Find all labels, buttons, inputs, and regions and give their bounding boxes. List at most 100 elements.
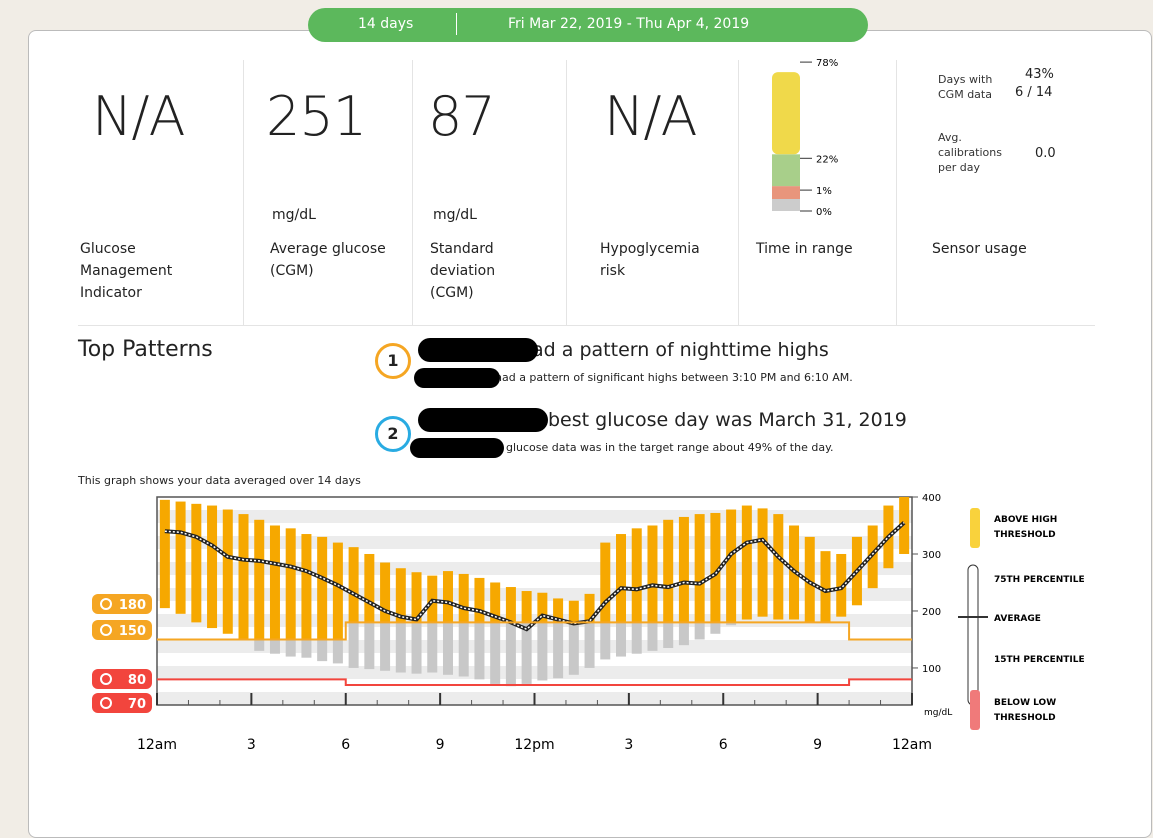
bar-below xyxy=(474,622,485,680)
bar-below xyxy=(332,639,343,664)
bar-above xyxy=(616,534,627,623)
stat-label: Standard deviation (CGM) xyxy=(430,241,496,301)
bar-above xyxy=(600,542,611,623)
bar-above xyxy=(804,536,815,623)
bar-below xyxy=(364,622,375,670)
bar-below xyxy=(427,622,438,673)
legend-below: BELOW LOW THRESHOLD xyxy=(994,698,1056,723)
bar-above xyxy=(442,571,453,623)
y-tick-label: 200 xyxy=(922,607,941,618)
redaction xyxy=(414,368,500,388)
bar-above xyxy=(474,577,485,623)
bar-above xyxy=(159,499,170,609)
bar-below xyxy=(600,622,611,660)
bar-below xyxy=(411,622,422,674)
legend-line: THRESHOLD xyxy=(994,713,1056,723)
stat-unit: mg/dL xyxy=(272,207,316,223)
period: 14 days xyxy=(358,16,414,32)
sensor-percent: 43% xyxy=(1025,67,1054,82)
bar-above xyxy=(820,551,831,623)
bar-above xyxy=(207,505,218,629)
date-range-pill: 14 days Fri Mar 22, 2019 - Thu Apr 4, 20… xyxy=(308,8,868,42)
tir-segment xyxy=(772,186,800,199)
bar-below xyxy=(710,622,721,634)
band xyxy=(157,536,912,549)
bar-above xyxy=(757,508,768,617)
redaction xyxy=(418,408,548,432)
tag-icon xyxy=(100,598,112,610)
bar-above xyxy=(364,553,375,623)
x-tick-label: 6 xyxy=(341,737,350,753)
bar-below xyxy=(568,622,579,675)
section-title: Top Patterns xyxy=(78,337,213,362)
bar-above xyxy=(710,512,721,623)
pattern-number: 2 xyxy=(375,416,411,452)
bar-above xyxy=(317,536,328,640)
bar-above xyxy=(348,547,359,623)
legend-15: 15TH PERCENTILE xyxy=(994,655,1085,665)
x-tick-label: 12am xyxy=(137,737,177,753)
threshold-value: 80 xyxy=(128,673,146,688)
tir-segment xyxy=(772,72,800,155)
pattern-detail: had a pattern of significant highs betwe… xyxy=(495,371,853,384)
stat-value: 251 xyxy=(266,85,367,148)
bar-below xyxy=(694,622,705,640)
bar-above xyxy=(254,519,265,640)
bar-above xyxy=(301,534,312,640)
bar-below xyxy=(317,639,328,662)
x-tick-label: 12am xyxy=(892,737,932,753)
x-tick-label: 9 xyxy=(813,737,822,753)
column-separator xyxy=(738,60,739,325)
stat-label: Time in range xyxy=(756,241,853,257)
bar-above xyxy=(568,600,579,623)
tag-icon xyxy=(100,697,112,709)
bar-above xyxy=(395,568,406,623)
bar-below xyxy=(663,622,674,649)
threshold-value: 150 xyxy=(119,624,146,639)
x-tick-label: 3 xyxy=(624,737,633,753)
tir-label: 78% xyxy=(816,58,838,69)
tir-segment xyxy=(772,199,800,211)
bar-below xyxy=(726,622,737,626)
bar-below xyxy=(458,622,469,677)
legend-line: BELOW LOW xyxy=(994,698,1056,708)
bar-above xyxy=(521,591,532,623)
bar-below xyxy=(285,639,296,657)
threshold-value: 180 xyxy=(119,598,146,613)
bar-above xyxy=(175,501,186,614)
tir-label: 22% xyxy=(816,154,838,165)
bar-below xyxy=(616,622,627,657)
high-threshold-line xyxy=(157,621,912,641)
redaction xyxy=(418,338,538,362)
pattern-detail: glucose data was in the target range abo… xyxy=(506,441,834,454)
bar-below xyxy=(254,639,265,651)
tir-label: 1% xyxy=(816,186,832,197)
bar-below xyxy=(442,622,453,675)
stat-label: Hypoglycemia risk xyxy=(600,241,700,279)
y-tick-label: 400 xyxy=(922,493,941,504)
bar-above xyxy=(553,598,564,623)
bar-below xyxy=(631,622,642,654)
date-range: Fri Mar 22, 2019 - Thu Apr 4, 2019 xyxy=(508,16,750,32)
pattern-headline: had a pattern of nighttime highs xyxy=(520,339,829,361)
sensor-days: 6 / 14 xyxy=(1015,85,1053,100)
stat-label: Average glucose (CGM) xyxy=(270,241,386,279)
threshold-value: 70 xyxy=(128,697,146,712)
bar-above xyxy=(191,503,202,623)
pattern-headline: best glucose day was March 31, 2019 xyxy=(548,409,907,431)
bar-above xyxy=(332,542,343,640)
y-tick-label: 100 xyxy=(922,664,941,675)
bar-above xyxy=(584,593,595,623)
divider xyxy=(456,13,457,35)
bar-above xyxy=(663,519,674,623)
bar-below xyxy=(678,622,689,646)
x-tick-label: 12pm xyxy=(514,737,554,753)
stat-unit: mg/dL xyxy=(433,207,477,223)
stat-value: N/A xyxy=(92,85,186,148)
column-separator xyxy=(896,60,897,325)
x-tick-label: 9 xyxy=(436,737,445,753)
tir-label: 0% xyxy=(816,207,832,218)
band xyxy=(157,666,912,679)
tag-icon xyxy=(100,673,112,685)
